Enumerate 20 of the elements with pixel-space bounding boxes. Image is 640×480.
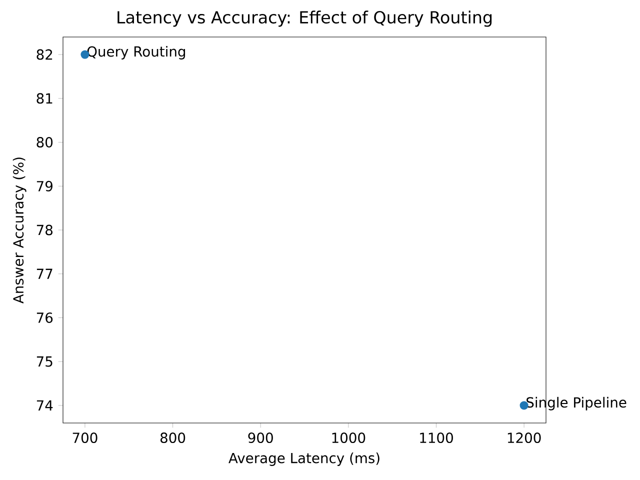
y-tick-label: 75 bbox=[36, 356, 52, 367]
y-tick-label: 79 bbox=[36, 180, 52, 192]
x-tick-label: 800 bbox=[160, 432, 186, 444]
x-tick-label: 1200 bbox=[508, 432, 541, 444]
y-tick-label: 77 bbox=[36, 268, 52, 279]
annotation: Single Pipeline bbox=[526, 396, 626, 410]
y-tick-label: 80 bbox=[36, 137, 53, 148]
annotation: Query Routing bbox=[87, 46, 186, 60]
x-tick-label: 1100 bbox=[420, 432, 453, 444]
x-axis-title: Average Latency (ms) bbox=[228, 452, 380, 466]
chart-title: Latency vs Accuracy: Effect of Query Routing bbox=[118, 10, 492, 27]
x-tick-label: 700 bbox=[72, 432, 98, 444]
y-tick-label: 76 bbox=[36, 312, 53, 323]
y-axis-title: Answer Accuracy (%) bbox=[12, 158, 26, 304]
y-tick-label: 78 bbox=[36, 224, 52, 236]
y-tick-label: 82 bbox=[36, 49, 52, 60]
x-tick-label: 900 bbox=[248, 432, 273, 444]
y-tick-label: 74 bbox=[36, 400, 53, 411]
y-tick-label: 81 bbox=[36, 93, 52, 104]
x-tick-label: 1000 bbox=[332, 432, 366, 444]
